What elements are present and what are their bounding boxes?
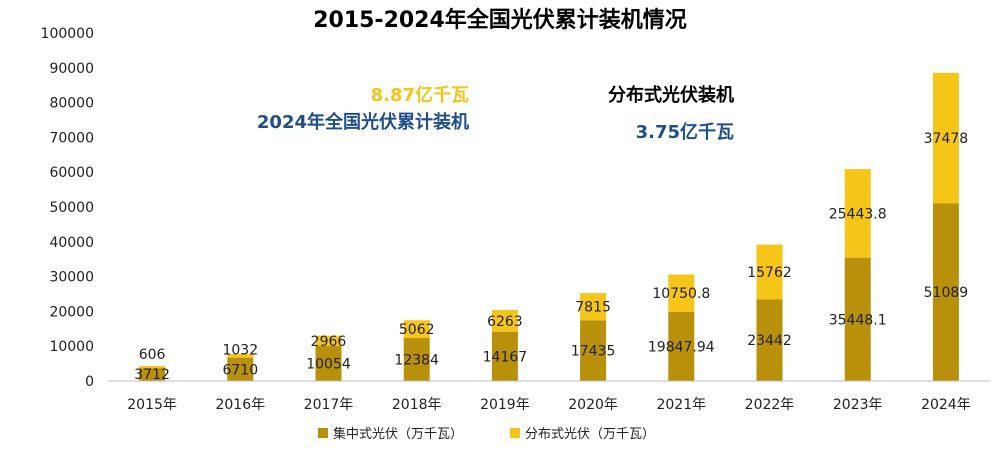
- legend: 集中式光伏（万千瓦） 分布式光伏（万千瓦）: [318, 426, 655, 442]
- data-label-distributed-4: 6263: [487, 314, 523, 330]
- bar-distributed-1: [227, 354, 254, 358]
- y-axis: 0 10000 20000 30000 40000 50000 60000 70000 8000…: [41, 26, 94, 390]
- data-label-centralized-0: 3712: [134, 367, 170, 383]
- data-label-centralized-3: 12384: [394, 352, 439, 368]
- x-tick-label-7: 2022年: [745, 397, 795, 413]
- bar-distributed-0: [139, 365, 166, 369]
- data-label-distributed-8: 25443.8: [829, 206, 887, 222]
- y-tick-label-6: 60000: [49, 165, 94, 181]
- data-label-distributed-2: 2966: [311, 334, 347, 350]
- y-tick-label-7: 70000: [49, 130, 94, 146]
- x-tick-label-1: 2016年: [215, 397, 265, 413]
- annotations-group: 8.87亿千瓦 2024年全国光伏累计装机 分布式光伏装机 3.75亿千瓦: [257, 84, 734, 143]
- bar-centralized-4: [491, 331, 518, 381]
- legend-swatch-distributed: [510, 428, 520, 438]
- bar-centralized-7: [756, 299, 783, 381]
- y-tick-label-1: 10000: [49, 339, 94, 355]
- x-tick-label-2: 2017年: [304, 397, 354, 413]
- data-label-centralized-2: 10054: [306, 357, 351, 373]
- bar-distributed-9: [932, 72, 959, 204]
- bar-distributed-6: [668, 274, 695, 312]
- bar-distributed-3: [403, 320, 430, 338]
- x-tick-label-3: 2018年: [392, 397, 442, 413]
- data-label-distributed-7: 15762: [747, 265, 792, 281]
- data-label-centralized-4: 14167: [483, 349, 528, 365]
- annotation-total-capacity: 8.87亿千瓦: [371, 84, 469, 106]
- bar-centralized-3: [403, 337, 430, 381]
- bar-centralized-8: [844, 257, 871, 381]
- annotation-distributed-capacity: 3.75亿千瓦: [636, 121, 734, 143]
- data-label-distributed-3: 5062: [399, 322, 435, 338]
- data-label-centralized-8: 35448.1: [829, 312, 887, 328]
- x-tick-label-0: 2015年: [127, 397, 177, 413]
- data-label-distributed-6: 10750.8: [652, 286, 710, 302]
- data-label-centralized-6: 19847.94: [648, 339, 715, 355]
- x-axis: 2015年 2016年 2017年 2018年 2019年 2020年 2021年 2022年…: [108, 380, 990, 413]
- x-tick-label-6: 2021年: [656, 397, 706, 413]
- bar-distributed-4: [491, 309, 518, 332]
- y-tick-label-9: 90000: [49, 61, 94, 77]
- bar-centralized-2: [315, 346, 342, 381]
- bar-centralized-1: [227, 357, 254, 381]
- bar-centralized-9: [932, 203, 959, 381]
- x-tick-label-8: 2023年: [833, 397, 883, 413]
- data-label-centralized-9: 51089: [924, 285, 969, 301]
- y-tick-label-10: 100000: [41, 26, 94, 42]
- bar-distributed-8: [844, 169, 871, 258]
- y-tick-label-2: 20000: [49, 304, 94, 320]
- data-label-centralized-1: 6710: [222, 362, 258, 378]
- annotation-2024-total-label: 2024年全国光伏累计装机: [257, 111, 469, 133]
- data-labels-group: 3712 606 6710 1032 10054 2966 12384 5062 14167 62…: [134, 131, 968, 383]
- y-tick-label-5: 50000: [49, 200, 94, 216]
- legend-label-distributed: 分布式光伏（万千瓦）: [525, 427, 655, 442]
- y-tick-label-3: 30000: [49, 270, 94, 286]
- y-tick-label-0: 0: [85, 374, 94, 390]
- bar-distributed-7: [756, 244, 783, 300]
- x-tick-label-4: 2019年: [480, 397, 530, 413]
- y-tick-label-4: 40000: [49, 235, 94, 251]
- bar-centralized-5: [580, 320, 607, 381]
- bar-centralized-6: [668, 311, 695, 381]
- chart-title: 2015-2024年全国光伏累计装机情况: [313, 7, 687, 33]
- data-label-distributed-1: 1032: [222, 342, 258, 358]
- x-tick-label-9: 2024年: [921, 397, 971, 413]
- data-label-distributed-5: 7815: [575, 300, 611, 316]
- data-label-distributed-0: 606: [139, 347, 166, 363]
- legend-label-centralized: 集中式光伏（万千瓦）: [333, 426, 463, 442]
- annotation-distributed-label: 分布式光伏装机: [608, 84, 734, 106]
- bars-group: [139, 72, 959, 381]
- bar-centralized-0: [139, 368, 166, 381]
- data-label-distributed-9: 37478: [924, 131, 969, 147]
- y-tick-label-8: 80000: [49, 96, 94, 112]
- bar-distributed-5: [580, 293, 607, 321]
- data-label-centralized-7: 23442: [747, 333, 792, 349]
- x-tick-label-5: 2020年: [568, 397, 618, 413]
- bar-distributed-2: [315, 335, 342, 347]
- legend-swatch-centralized: [318, 428, 328, 438]
- data-label-centralized-5: 17435: [571, 344, 616, 360]
